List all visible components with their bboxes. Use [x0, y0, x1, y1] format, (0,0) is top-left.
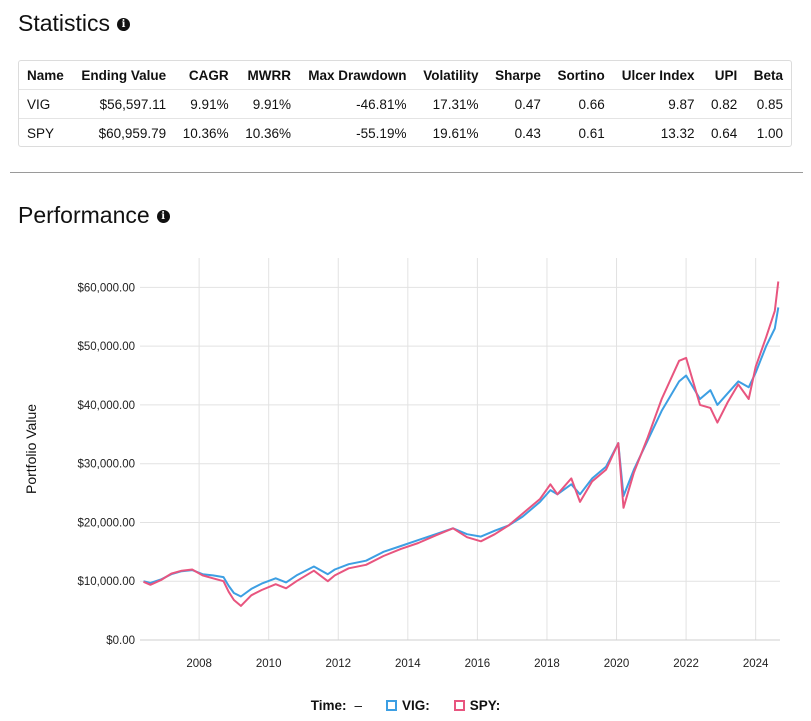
x-tick-label: 2016 [465, 658, 491, 670]
y-tick-label: $30,000.00 [77, 459, 135, 471]
y-tick-label: $10,000.00 [77, 576, 135, 588]
x-tick-label: 2014 [395, 658, 421, 670]
x-tick-label: 2024 [743, 658, 769, 670]
performance-title-text: Performance [18, 202, 150, 228]
table-header-row: Name Ending Value CAGR MWRR Max Drawdown… [19, 61, 791, 90]
cell-ending-value: $60,959.79 [72, 118, 175, 147]
x-axis-ticks: 2008 2010 2012 2014 2016 2018 2020 2022 2024 [186, 658, 769, 670]
x-tick-label: 2020 [604, 658, 630, 670]
performance-title: Performance i [18, 202, 170, 229]
info-icon[interactable]: i [156, 210, 170, 223]
column-header-ending-value[interactable]: Ending Value [81, 67, 167, 83]
statistics-title: Statistics i [18, 10, 131, 37]
cell-cagr: 9.91% [174, 89, 237, 119]
cell-sharpe: 0.43 [486, 118, 549, 147]
legend-item-spy[interactable]: SPY: [453, 698, 501, 713]
statistics-title-text: Statistics [18, 10, 111, 36]
y-tick-label: $0.00 [106, 635, 135, 647]
table-row: SPY $60,959.79 10.36% 10.36% -55.19% 19.… [19, 118, 791, 147]
legend-time-label: Time: [310, 698, 347, 713]
y-tick-label: $20,000.00 [77, 517, 135, 529]
legend-item-vig[interactable]: VIG: [386, 698, 430, 713]
cell-name: VIG [19, 89, 73, 119]
chart-series [143, 281, 780, 607]
cell-mwrr: 10.36% [236, 118, 300, 147]
statistics-table: Name Ending Value CAGR MWRR Max Drawdown… [19, 61, 791, 147]
cell-ulcer-index: 13.32 [612, 118, 703, 147]
x-tick-label: 2012 [325, 658, 351, 670]
y-axis-ticks: $0.00 $10,000.00 $20,000.00 $30,000.00 $40,0… [77, 282, 135, 647]
section-divider [10, 172, 803, 173]
x-tick-label: 2010 [256, 658, 282, 670]
cell-upi: 0.64 [702, 118, 746, 147]
cell-upi: 0.82 [702, 89, 746, 119]
series-line-spy[interactable] [143, 281, 780, 607]
y-tick-label: $40,000.00 [77, 400, 135, 412]
column-header-ulcer-index[interactable]: Ulcer Index [621, 67, 695, 83]
statistics-table-container: Name Ending Value CAGR MWRR Max Drawdown… [18, 60, 792, 147]
cell-volatility: 19.61% [414, 118, 487, 147]
legend-swatch-vig [386, 700, 397, 711]
cell-sortino: 0.66 [548, 89, 613, 119]
y-tick-label: $60,000.00 [77, 282, 135, 294]
cell-beta: 0.85 [745, 89, 791, 119]
cell-sharpe: 0.47 [486, 89, 549, 119]
cell-ulcer-index: 9.87 [612, 89, 703, 119]
cell-sortino: 0.61 [548, 118, 613, 147]
column-header-name[interactable]: Name [27, 67, 64, 83]
table-row: VIG $56,597.11 9.91% 9.91% -46.81% 17.31… [19, 89, 791, 119]
cell-beta: 1.00 [745, 118, 791, 147]
chart-legend: Time: – VIG: SPY: [0, 698, 811, 713]
y-axis-label: Portfolio Value [23, 404, 39, 494]
column-header-sharpe[interactable]: Sharpe [495, 67, 541, 83]
cell-max-drawdown: -55.19% [299, 118, 415, 147]
cell-volatility: 17.31% [414, 89, 487, 119]
column-header-beta[interactable]: Beta [753, 67, 783, 83]
legend-time-value: – [354, 698, 362, 713]
cell-name: SPY [19, 118, 73, 147]
legend-time: Time: – [311, 698, 362, 713]
y-tick-label: $50,000.00 [77, 341, 135, 353]
legend-swatch-spy [453, 700, 465, 711]
x-tick-label: 2018 [534, 658, 560, 670]
x-tick-label: 2022 [673, 658, 699, 670]
column-header-volatility[interactable]: Volatility [423, 67, 479, 83]
column-header-mwrr[interactable]: MWRR [247, 67, 292, 83]
cell-max-drawdown: -46.81% [299, 89, 415, 119]
legend-label-vig: VIG: [402, 698, 430, 713]
column-header-cagr[interactable]: CAGR [188, 67, 229, 83]
performance-chart[interactable]: $0.00 $10,000.00 $20,000.00 $30,000.00 $40,0… [0, 240, 811, 690]
cell-ending-value: $56,597.11 [72, 89, 175, 119]
column-header-max-drawdown[interactable]: Max Drawdown [308, 67, 407, 83]
legend-label-spy: SPY: [469, 698, 501, 713]
chart-grid [140, 258, 780, 641]
cell-cagr: 10.36% [174, 118, 237, 147]
cell-mwrr: 9.91% [236, 89, 300, 119]
info-icon[interactable]: i [117, 18, 131, 31]
series-line-vig[interactable] [143, 307, 780, 598]
x-tick-label: 2008 [186, 658, 212, 670]
column-header-sortino[interactable]: Sortino [557, 67, 605, 83]
column-header-upi[interactable]: UPI [714, 67, 738, 83]
